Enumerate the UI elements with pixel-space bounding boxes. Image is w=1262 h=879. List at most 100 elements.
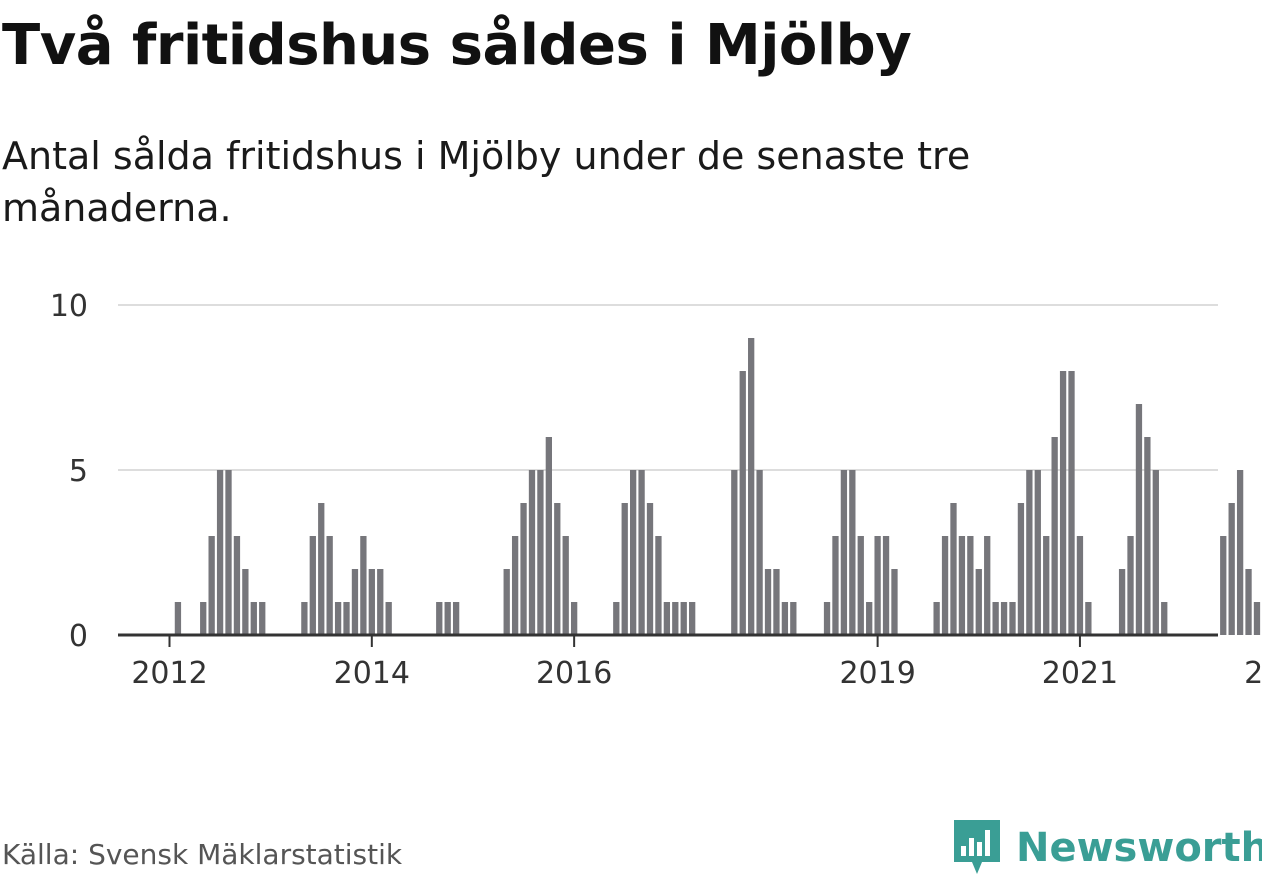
bar (739, 371, 746, 635)
bars (174, 338, 1261, 635)
bar (663, 602, 671, 635)
y-axis: 0 5 10 (50, 289, 88, 654)
bar (790, 602, 797, 635)
bar (950, 503, 957, 635)
bar (259, 602, 266, 635)
bar (174, 602, 182, 635)
bar (208, 536, 215, 635)
bar (874, 536, 881, 635)
bar (857, 536, 864, 635)
newsworthy-logo: Newsworthy (952, 818, 1262, 878)
y-tick-label: 5 (69, 454, 88, 489)
bar (672, 602, 679, 635)
bar (444, 602, 451, 635)
x-axis: 2012 2014 2016 2019 2021 2023 (118, 633, 1262, 691)
bar (309, 536, 316, 635)
bar (233, 536, 241, 635)
bar (225, 470, 232, 635)
bar (967, 536, 974, 635)
x-tick-label: 2012 (131, 656, 207, 691)
bar (866, 602, 873, 635)
bar (1144, 437, 1151, 635)
bar (1017, 503, 1025, 635)
bar (680, 602, 687, 635)
bar (1009, 602, 1016, 635)
bar (1051, 437, 1058, 635)
bar (562, 536, 569, 635)
bar (630, 470, 637, 635)
bar (528, 470, 536, 635)
bar (554, 503, 561, 635)
bar (984, 536, 991, 635)
bar (933, 602, 940, 635)
bar (377, 569, 384, 635)
newsworthy-logo-icon (954, 820, 1000, 874)
bar (1253, 602, 1261, 635)
bar (452, 602, 460, 635)
bar (992, 602, 999, 635)
bar (511, 536, 519, 635)
x-tick-label: 2021 (1042, 656, 1118, 691)
bar (537, 470, 544, 635)
bar (975, 569, 982, 635)
bar (200, 602, 207, 635)
bar (613, 602, 620, 635)
bar (570, 602, 578, 635)
bar (242, 569, 249, 635)
x-tick-label: 2016 (536, 656, 612, 691)
bar (250, 602, 257, 635)
bar (748, 338, 755, 635)
bar (731, 470, 738, 635)
bar (1152, 470, 1159, 635)
bar (891, 569, 898, 635)
bar (781, 602, 789, 635)
bar (326, 536, 333, 635)
bar (646, 503, 654, 635)
newsworthy-logo-text: Newsworthy (1016, 825, 1262, 871)
bar (958, 536, 966, 635)
bar (1127, 536, 1134, 635)
bar (545, 437, 552, 635)
bar (1034, 470, 1041, 635)
bar (216, 470, 224, 635)
bar (360, 536, 367, 635)
bar (689, 602, 696, 635)
bar (832, 536, 839, 635)
y-tick-label: 0 (69, 619, 88, 654)
bar (840, 470, 848, 635)
bar (520, 503, 527, 635)
bar (655, 536, 662, 635)
bar (849, 470, 856, 635)
bar (1220, 536, 1227, 635)
bar (1059, 371, 1067, 635)
bar (1076, 536, 1084, 635)
bar (621, 503, 628, 635)
bar (318, 503, 325, 635)
bar (1000, 602, 1008, 635)
bar (1228, 503, 1235, 635)
bar (756, 470, 763, 635)
bar (343, 602, 350, 635)
x-tick-label: 2019 (839, 656, 915, 691)
bar (301, 602, 308, 635)
y-tick-label: 10 (50, 289, 88, 324)
bar (1068, 371, 1075, 635)
bar (941, 536, 949, 635)
bar (436, 602, 443, 635)
bar (1085, 602, 1092, 635)
bar (334, 602, 342, 635)
bar (1026, 470, 1033, 635)
bar (503, 569, 510, 635)
chart-title: Två fritidshus såldes i Mjölby (2, 13, 912, 78)
bar (351, 569, 359, 635)
bar (1161, 602, 1168, 635)
chart-subtitle: Antal sålda fritidshus i Mjölby under de… (2, 134, 971, 230)
x-tick-label: 2023 (1244, 656, 1262, 691)
x-tick-label: 2014 (334, 656, 410, 691)
bar (1245, 569, 1252, 635)
bar (773, 569, 780, 635)
bar (1118, 569, 1126, 635)
bar (368, 569, 375, 635)
bar (823, 602, 831, 635)
